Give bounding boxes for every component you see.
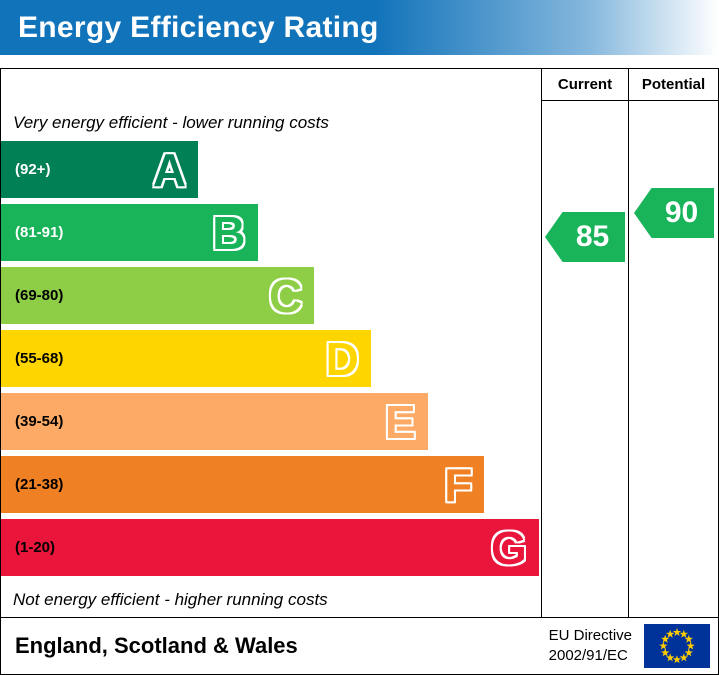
band-a: (92+) A <box>1 141 199 198</box>
band-g-letter: G <box>491 521 527 574</box>
eu-flag-icon <box>644 624 710 668</box>
band-g: (1-20) G <box>1 519 539 576</box>
band-e-range-label: (39-54) <box>15 413 64 430</box>
band-b-range-label: (81-91) <box>15 224 64 241</box>
band-c-range-label: (69-80) <box>15 287 64 304</box>
band-c-letter: C <box>268 269 303 322</box>
band-d: (55-68) D <box>1 330 371 387</box>
eu-directive-line2: 2002/91/EC <box>548 647 628 664</box>
band-f-range-label: (21-38) <box>15 476 64 493</box>
band-d-range-label: (55-68) <box>15 350 64 367</box>
current-column: Current 85 <box>541 69 628 617</box>
current-rating-pointer: 85 <box>545 212 625 262</box>
potential-column-header: Potential <box>629 69 718 101</box>
band-f: (21-38) F <box>1 456 485 513</box>
top-note: Very energy efficient - lower running co… <box>13 113 329 132</box>
rating-chart: Very energy efficient - lower running co… <box>0 68 719 618</box>
band-a-range-label: (92+) <box>15 161 51 178</box>
current-column-header: Current <box>542 69 628 101</box>
band-c: (69-80) C <box>1 267 315 324</box>
potential-column: Potential 90 <box>628 69 718 617</box>
bands-column: Very energy efficient - lower running co… <box>1 69 541 617</box>
region-label: England, Scotland & Wales <box>15 633 298 658</box>
page-title: Energy Efficiency Rating <box>18 10 379 44</box>
band-e-letter: E <box>384 395 416 448</box>
eu-directive-label: EU Directive 2002/91/EC <box>549 626 632 667</box>
footer-bar: England, Scotland & Wales EU Directive 2… <box>0 617 719 675</box>
band-a-letter: A <box>152 143 187 196</box>
potential-rating-pointer: 90 <box>634 188 714 238</box>
band-b: (81-91) B <box>1 204 258 261</box>
eu-directive-line1: EU Directive <box>548 626 632 644</box>
current-rating-value: 85 <box>575 220 610 253</box>
band-b-letter: B <box>212 206 246 259</box>
potential-rating-value: 90 <box>664 196 699 229</box>
band-d-letter: D <box>325 332 359 385</box>
band-e: (39-54) E <box>1 393 428 450</box>
bottom-note: Not energy efficient - higher running co… <box>13 590 328 609</box>
band-f-letter: F <box>444 458 473 511</box>
band-g-range-label: (1-20) <box>15 539 56 556</box>
header-banner: Energy Efficiency Rating <box>0 0 719 55</box>
